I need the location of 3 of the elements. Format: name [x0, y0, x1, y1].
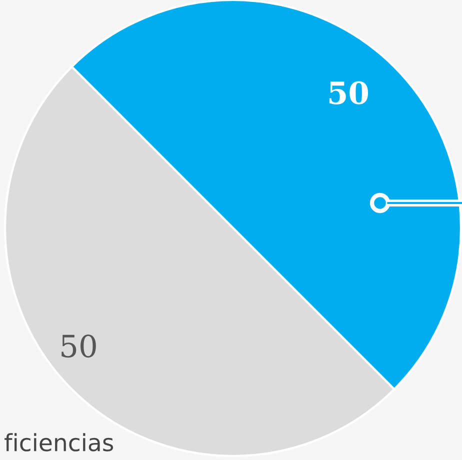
data-label: 50: [329, 81, 368, 104]
data-label: 50: [62, 334, 96, 358]
text: ficiencias: [4, 433, 114, 452]
